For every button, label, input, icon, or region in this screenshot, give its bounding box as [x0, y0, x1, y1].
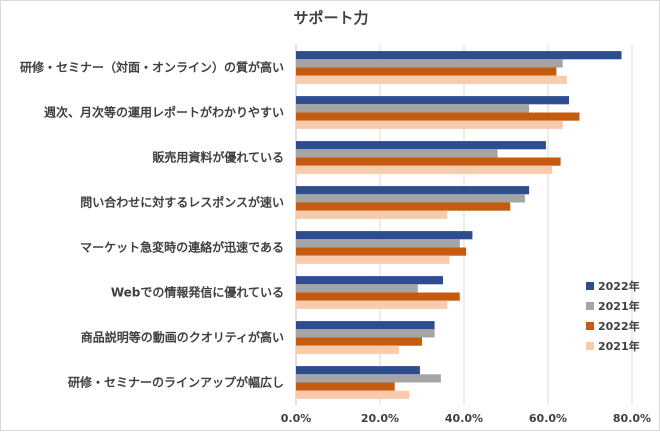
bar — [296, 231, 473, 240]
bar — [296, 284, 418, 293]
category-label: 研修・セミナーのラインアップが幅広し — [68, 375, 284, 390]
bar — [296, 374, 441, 383]
bars-layer — [296, 51, 622, 399]
bar — [296, 186, 530, 195]
bar — [296, 210, 448, 219]
bar — [296, 390, 410, 399]
category-label: Webでの情報発信に優れている — [111, 285, 284, 300]
bar — [296, 255, 450, 264]
x-axis-ticks: 0.0% 20.0% 40.0% 60.0% 80.0% — [281, 412, 651, 425]
bar — [296, 194, 525, 203]
chart-title: サポート力 — [293, 9, 368, 27]
bar — [296, 382, 395, 391]
legend-label: 2022年 — [598, 279, 640, 293]
bar — [296, 202, 511, 211]
category-label: 販売用資料が優れている — [152, 150, 284, 165]
bar — [296, 141, 546, 150]
bar — [296, 276, 443, 285]
bar — [296, 247, 467, 256]
category-label: 問い合わせに対するレスポンスが速い — [80, 195, 284, 210]
bar — [296, 51, 622, 60]
x-tick-label: 80.0% — [613, 412, 651, 425]
bar — [296, 366, 420, 375]
legend-swatch — [586, 302, 594, 310]
x-tick-label: 60.0% — [529, 412, 567, 425]
category-label: 商品説明等の動画のクオリティが高い — [81, 330, 284, 345]
bar — [296, 67, 557, 76]
category-label: 週次、月次等の運用レポートがわかりやすい — [44, 105, 284, 120]
legend: 2022年 2021年 2022年 2021年 — [586, 279, 640, 353]
category-label: 研修・セミナー（対面・オンライン）の質が高い — [20, 60, 284, 75]
legend-swatch — [586, 342, 594, 350]
bar — [296, 96, 569, 105]
bar — [296, 300, 448, 309]
category-labels: 研修・セミナー（対面・オンライン）の質が高い週次、月次等の運用レポートがわかりや… — [20, 60, 284, 390]
bar — [296, 149, 498, 158]
bar — [296, 239, 460, 248]
legend-label: 2022年 — [598, 319, 640, 333]
legend-label: 2021年 — [598, 339, 640, 353]
bar — [296, 104, 530, 113]
bar — [296, 120, 563, 129]
bar — [296, 321, 435, 330]
bar — [296, 59, 563, 68]
legend-swatch — [586, 282, 594, 290]
bar — [296, 157, 561, 166]
bar — [296, 337, 422, 346]
bar — [296, 292, 460, 301]
x-tick-label: 20.0% — [361, 412, 399, 425]
x-tick-label: 40.0% — [445, 412, 483, 425]
x-tick-label: 0.0% — [281, 412, 312, 425]
legend-swatch — [586, 322, 594, 330]
bar — [296, 75, 567, 84]
bar — [296, 112, 580, 121]
bar — [296, 329, 435, 338]
bar — [296, 345, 399, 354]
legend-label: 2021年 — [598, 299, 640, 313]
category-label: マーケット急変時の連絡が迅速である — [80, 240, 284, 255]
bar — [296, 165, 553, 174]
